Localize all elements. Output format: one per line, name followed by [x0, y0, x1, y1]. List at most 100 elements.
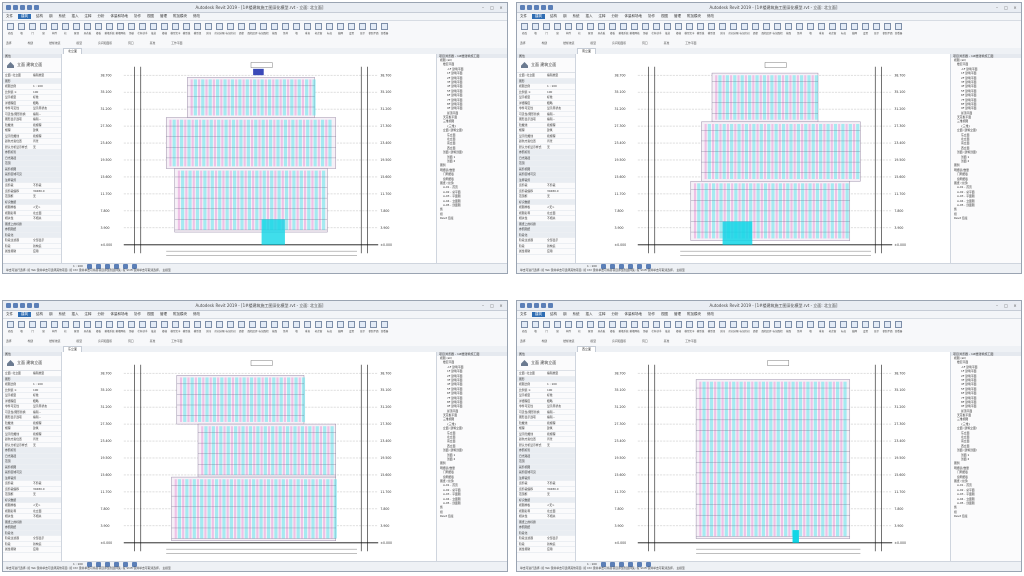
- ribbon-tool-button[interactable]: 墙: [292, 23, 301, 38]
- crop-icon[interactable]: [636, 561, 642, 567]
- browser-item[interactable]: 组: [954, 211, 957, 216]
- property-row[interactable]: 比例值 1: 100: [517, 388, 575, 393]
- browser-item[interactable]: 4F 建筑平面: [447, 84, 463, 89]
- property-row[interactable]: 阶段 新构造: [517, 542, 575, 547]
- browser-item[interactable]: 北立面: [447, 137, 456, 142]
- property-row[interactable]: 日光路径: [3, 453, 61, 459]
- visual-style-icon[interactable]: [95, 263, 101, 269]
- browser-item[interactable]: 2F 建筑平面: [447, 75, 463, 80]
- ribbon-tab[interactable]: 系统: [58, 14, 66, 18]
- property-row[interactable]: 可见性/图形替换 编辑...: [3, 410, 61, 415]
- minimize-icon[interactable]: –: [482, 5, 484, 10]
- property-row[interactable]: 图纸上的标题: [517, 221, 575, 227]
- property-row[interactable]: 可见性/图形替换 编辑...: [3, 112, 61, 117]
- ribbon-tab[interactable]: 附加模块: [173, 312, 187, 316]
- browser-item[interactable]: 剖面 (建筑剖面): [443, 448, 463, 453]
- browser-item[interactable]: 明细表/数量: [954, 465, 969, 470]
- ribbon-tool-button[interactable]: 模型线: [696, 321, 705, 336]
- browser-item[interactable]: 西立面: [961, 145, 970, 150]
- ribbon-tab[interactable]: 体量和场地: [110, 14, 129, 18]
- property-row[interactable]: 颜色方案位置 背景: [3, 139, 61, 145]
- property-row[interactable]: 视图样板 <无>: [3, 503, 61, 509]
- property-row[interactable]: 范围: [517, 459, 575, 465]
- crop-icon[interactable]: [122, 561, 128, 567]
- ribbon-tool-button[interactable]: 竖井: [281, 23, 290, 38]
- property-row[interactable]: 图形显示选项 编辑...: [3, 415, 61, 421]
- ribbon-tab[interactable]: 注释: [598, 14, 606, 18]
- browser-item[interactable]: 明细表/数量: [440, 167, 455, 172]
- browser-item[interactable]: 剖面 1: [961, 154, 970, 159]
- ribbon-tab[interactable]: 钢: [49, 312, 53, 316]
- minimize-icon[interactable]: –: [996, 5, 998, 10]
- property-row[interactable]: 规程 建筑: [3, 128, 61, 134]
- ribbon-tool-button[interactable]: 幕墙系统: [619, 23, 629, 38]
- property-row[interactable]: 视图名称 北立面: [3, 211, 61, 216]
- property-row[interactable]: 视图样板 <无>: [3, 205, 61, 211]
- property-row[interactable]: 默认分析显示样式无: [3, 443, 61, 448]
- ribbon-tool-button[interactable]: 显示: [358, 23, 367, 38]
- browser-item[interactable]: A-03 - 平面图: [443, 194, 461, 199]
- ribbon-tab[interactable]: 视图: [661, 312, 668, 316]
- browser-item[interactable]: 5F 建筑平面: [961, 386, 977, 391]
- property-row[interactable]: 颜色方案位置 背景: [517, 437, 575, 443]
- ribbon-tab[interactable]: 结构: [550, 14, 557, 18]
- ribbon-tool-button[interactable]: 墙: [531, 321, 540, 336]
- property-row[interactable]: 阶段化: [517, 232, 575, 238]
- browser-item[interactable]: -1F 建筑平面: [961, 364, 978, 369]
- properties-help-link[interactable]: 属性帮助: [5, 547, 17, 551]
- ribbon-tool-button[interactable]: 模型组: [193, 321, 202, 336]
- property-row[interactable]: 裁剪区域可见: [517, 470, 575, 476]
- ribbon-tab[interactable]: 建筑: [532, 312, 545, 317]
- ribbon-tab[interactable]: 分析: [97, 312, 105, 316]
- property-row[interactable]: 裁剪视图: [3, 166, 61, 172]
- browser-item[interactable]: 楼层平面: [957, 360, 969, 365]
- ribbon-tab[interactable]: 协作: [134, 14, 141, 18]
- property-row[interactable]: 零件可见性 显示原状态: [517, 106, 575, 112]
- browser-item[interactable]: 立面 (建筑立面): [957, 426, 977, 431]
- crop-icon[interactable]: [636, 263, 642, 269]
- ribbon-tool-button[interactable]: 坡道: [663, 23, 672, 38]
- drawing-canvas[interactable]: ±0.000 ±0.000 3.900 3.900 7.800 7.800 11.700 11…: [62, 54, 436, 264]
- browser-item[interactable]: {三维}: [447, 123, 457, 128]
- property-row[interactable]: 阶段 新构造: [517, 244, 575, 249]
- browser-item[interactable]: 图例: [440, 163, 446, 168]
- browser-item[interactable]: 西立面: [447, 443, 456, 448]
- browser-item[interactable]: 3F 建筑平面: [447, 377, 463, 382]
- ribbon-tool-button[interactable]: 柱: [61, 321, 70, 336]
- property-row[interactable]: 可见性/图形替换 编辑...: [517, 410, 575, 415]
- property-row[interactable]: 参照图纸: [3, 525, 61, 531]
- property-row[interactable]: 显示隐藏线 按规程: [3, 432, 61, 437]
- property-row[interactable]: 阶段化: [3, 530, 61, 536]
- property-row[interactable]: 规程 建筑: [517, 426, 575, 432]
- apply-button[interactable]: 应用: [33, 547, 39, 551]
- browser-item[interactable]: {三维}: [447, 421, 457, 426]
- browser-item[interactable]: 图例: [440, 461, 446, 466]
- property-row[interactable]: 参照标签: [517, 448, 575, 454]
- view-scale[interactable]: 1 : 100: [587, 562, 597, 566]
- ribbon-tool-button[interactable]: 标记房间: [226, 321, 236, 336]
- ribbon-tool-button[interactable]: 房间: [718, 23, 727, 38]
- property-row[interactable]: 图形显示选项 编辑...: [3, 117, 61, 123]
- ribbon-tool-button[interactable]: 参照平面: [883, 23, 893, 38]
- ribbon-tab[interactable]: 钢: [49, 14, 53, 18]
- ribbon-tab[interactable]: 分析: [97, 14, 105, 18]
- view-tab[interactable]: 东立面: [63, 346, 83, 352]
- property-row[interactable]: 默认分析显示样式无: [517, 145, 575, 150]
- browser-item[interactable]: 剖面 2: [961, 456, 970, 461]
- property-row[interactable]: 详细程度 粗略: [3, 399, 61, 404]
- browser-item[interactable]: 2F 建筑平面: [961, 75, 977, 80]
- browser-item[interactable]: A-01 - 首页: [957, 185, 972, 190]
- ribbon-tab[interactable]: 体量和场地: [624, 312, 643, 316]
- ribbon-tab[interactable]: 系统: [58, 312, 66, 316]
- open-icon[interactable]: [520, 303, 525, 308]
- ribbon-tool-button[interactable]: 轴网: [850, 23, 859, 38]
- ribbon-tool-button[interactable]: 设置: [347, 321, 356, 336]
- property-row[interactable]: 相关性 不相关: [517, 514, 575, 520]
- browser-item[interactable]: A-01 - 首页: [443, 483, 458, 488]
- ribbon-tool-button[interactable]: 竖井: [795, 23, 804, 38]
- ribbon-tool-button[interactable]: 模型文字: [685, 321, 695, 336]
- undo-icon[interactable]: [20, 303, 25, 308]
- ribbon-tab[interactable]: 体量和场地: [110, 312, 129, 316]
- property-row[interactable]: 阶段 新构造: [3, 542, 61, 547]
- browser-item[interactable]: 南立面: [961, 439, 970, 444]
